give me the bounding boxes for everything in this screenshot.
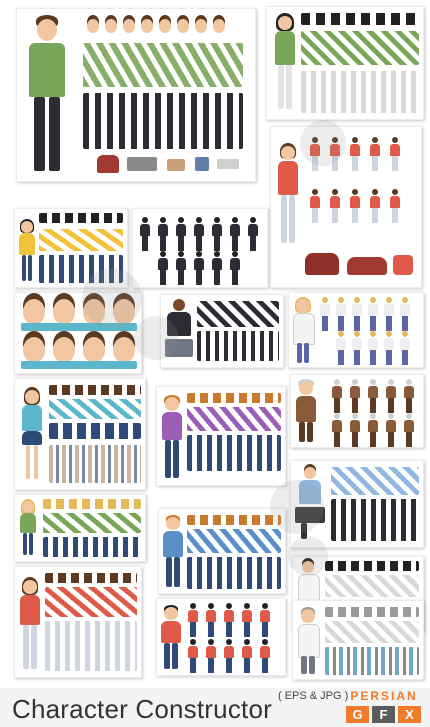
panel-old-man [290, 374, 424, 448]
panel-man-tablet [158, 508, 286, 594]
arm-parts [49, 399, 141, 419]
main-character [19, 577, 41, 673]
leg-parts [187, 557, 281, 589]
leg-parts [187, 435, 281, 471]
leg-parts [39, 255, 123, 283]
face-variants-row [187, 515, 281, 525]
face-variants-row [325, 607, 419, 617]
arm-parts [187, 529, 281, 553]
panel-man-blue-shirt [290, 460, 424, 548]
main-character [293, 297, 315, 363]
main-character [277, 143, 299, 247]
panel-woman-red [270, 126, 422, 288]
main-character [161, 605, 181, 671]
face-variants-row [39, 213, 123, 223]
arm-parts [301, 31, 419, 65]
main-character [25, 15, 69, 175]
face-variants-row [45, 573, 137, 583]
arm-parts [43, 513, 141, 533]
panel-boy-red [156, 598, 286, 676]
arm-parts [197, 301, 279, 327]
panel-office-woman [132, 208, 268, 288]
logo-text-persian: PERSIAN [350, 689, 418, 703]
logo-letter-x: X [398, 706, 421, 723]
face-variants-row [325, 561, 419, 571]
face-variants-row [43, 499, 141, 509]
panel-blonde-woman [14, 494, 146, 562]
main-character [165, 299, 193, 359]
leg-parts [45, 621, 137, 671]
arm-parts [331, 467, 419, 495]
preview-collage [14, 6, 424, 680]
page-title: Character Constructor [12, 694, 272, 724]
panel-woman-blue-skirt [14, 378, 146, 490]
lab-props [325, 647, 419, 675]
title-banner: Character Constructor ( EPS & JPG ) PERS… [0, 688, 430, 727]
panel-man-green-sweater [16, 8, 256, 182]
skirt-parts [49, 423, 141, 439]
leg-parts [43, 537, 141, 557]
main-character [21, 387, 43, 483]
panel-scientist [292, 600, 424, 680]
main-character [161, 395, 183, 481]
panel-businessman [160, 294, 284, 368]
arm-parts [325, 621, 419, 643]
panel-face-expressions [14, 292, 142, 374]
face-variants-row [49, 385, 141, 395]
panel-woman-red-top [14, 566, 142, 678]
main-character [297, 607, 320, 675]
main-character [163, 515, 183, 589]
arm-parts [325, 575, 419, 597]
panel-woman-green [266, 6, 424, 120]
main-character [295, 379, 317, 443]
accessory-props [49, 445, 141, 483]
panel-doctor [288, 292, 424, 368]
arm-parts [45, 587, 137, 617]
face-variants-row [301, 13, 419, 25]
main-character [19, 499, 37, 557]
leg-parts [331, 499, 419, 541]
arm-parts [187, 407, 281, 431]
logo-letter-f: F [372, 706, 395, 723]
face-variants-row [187, 393, 281, 403]
leg-parts [197, 331, 279, 361]
arm-parts [39, 229, 123, 251]
persiangfx-logo: PERSIAN G F X [344, 689, 424, 725]
panel-young-man [156, 386, 286, 486]
main-character [19, 219, 35, 283]
main-character [295, 467, 325, 541]
main-character [273, 13, 297, 113]
format-subtitle: ( EPS & JPG ) [278, 690, 349, 702]
leg-parts [301, 71, 419, 113]
logo-letter-g: G [346, 706, 369, 723]
panel-girl-yellow [14, 208, 128, 288]
